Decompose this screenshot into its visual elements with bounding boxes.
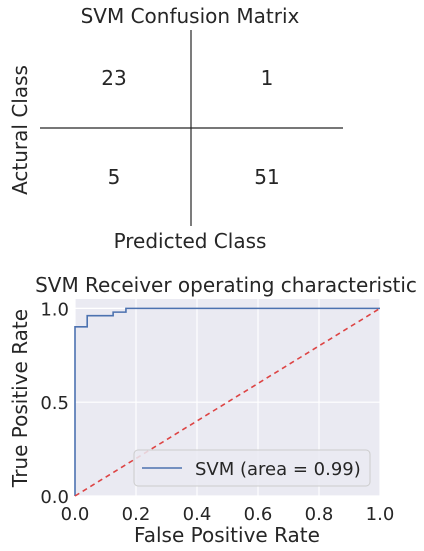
x-tick-label: 0.0 <box>61 504 90 525</box>
roc-title: SVM Receiver operating characteristic <box>35 273 417 297</box>
cm-cell-true-neg: 23 <box>101 66 126 90</box>
chance-diagonal-line <box>74 307 381 497</box>
y-tick-label: 1.0 <box>40 299 69 320</box>
roc-curve-svm <box>74 307 380 496</box>
cm-title: SVM Confusion Matrix <box>81 4 300 28</box>
roc-y-ticks: 0.0 0.5 1.0 <box>40 299 69 508</box>
roc-chart: SVM Receiver operating characteristic 0.… <box>8 273 417 547</box>
cm-cell-true-pos: 51 <box>254 165 279 189</box>
roc-series <box>74 307 381 497</box>
roc-ylabel: True Positive Rate <box>8 309 32 488</box>
confusion-matrix: SVM Confusion Matrix 23 1 5 51 Predicted… <box>8 4 343 253</box>
roc-legend: SVM (area = 0.99) <box>133 449 371 487</box>
y-tick-label: 0.5 <box>40 393 69 414</box>
x-tick-label: 0.6 <box>244 504 273 525</box>
x-tick-label: 1.0 <box>366 504 395 525</box>
x-tick-label: 0.8 <box>305 504 334 525</box>
cm-cell-false-pos: 1 <box>261 66 274 90</box>
cm-ylabel: Actural Class <box>8 65 32 195</box>
legend-label-svm: SVM (area = 0.99) <box>195 459 361 480</box>
legend-box <box>133 449 371 487</box>
x-tick-label: 0.2 <box>122 504 151 525</box>
roc-x-ticks: 0.0 0.2 0.4 0.6 0.8 1.0 <box>61 504 395 525</box>
y-tick-label: 0.0 <box>40 487 69 508</box>
x-tick-label: 0.4 <box>183 504 212 525</box>
roc-xlabel: False Positive Rate <box>134 523 320 547</box>
cm-cell-false-neg: 5 <box>108 165 121 189</box>
cm-xlabel: Predicted Class <box>114 229 267 253</box>
